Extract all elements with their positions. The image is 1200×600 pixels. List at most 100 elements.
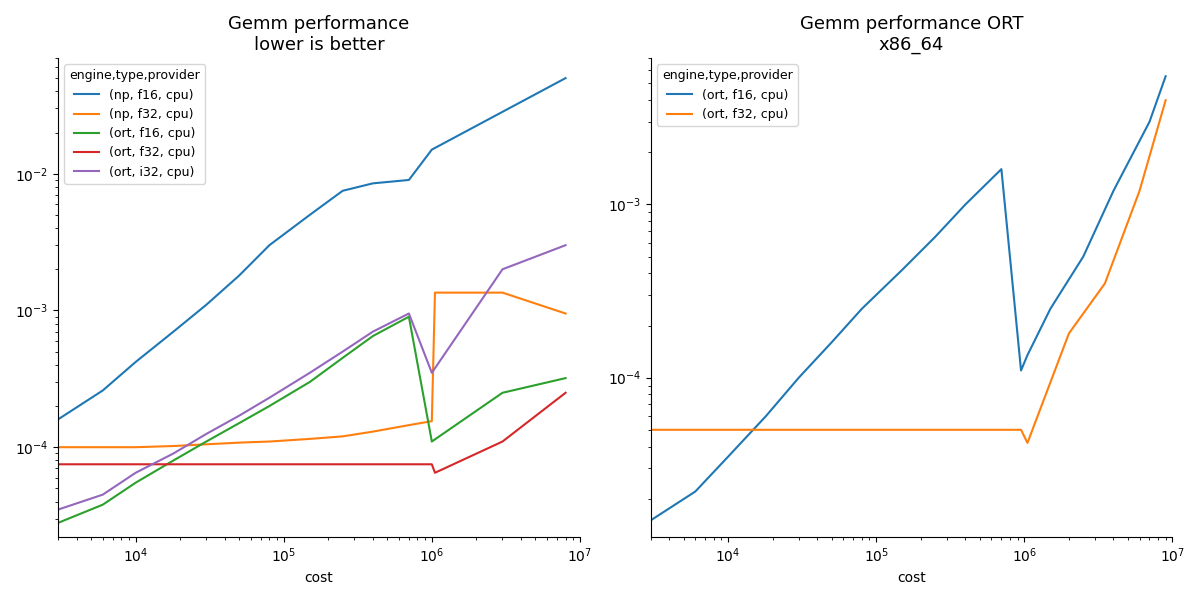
(np, f32, cpu) <box>496 289 510 296</box>
(ort, f32, cpu) <box>643 426 658 433</box>
(np, f32, cpu) <box>366 428 380 435</box>
(ort, f32, cpu) <box>96 461 110 468</box>
Line: (np, f16, cpu): (np, f16, cpu) <box>59 78 565 419</box>
(ort, f32, cpu) <box>1098 280 1112 287</box>
(ort, f32, cpu) <box>262 461 276 468</box>
(ort, f16, cpu) <box>854 305 869 313</box>
(ort, f16, cpu) <box>994 166 1008 173</box>
(ort, f32, cpu) <box>854 426 869 433</box>
(ort, f32, cpu) <box>232 461 246 468</box>
(ort, f32, cpu) <box>167 461 181 468</box>
(ort, f32, cpu) <box>928 426 942 433</box>
(ort, f16, cpu) <box>758 412 773 419</box>
Title: Gemm performance ORT
x86_64: Gemm performance ORT x86_64 <box>800 15 1024 54</box>
(ort, f16, cpu) <box>792 374 806 381</box>
(ort, i32, cpu) <box>128 469 143 476</box>
(np, f16, cpu) <box>232 272 246 279</box>
(ort, f16, cpu) <box>895 266 910 274</box>
(np, f16, cpu) <box>96 387 110 394</box>
(ort, f16, cpu) <box>958 201 972 208</box>
(ort, f32, cpu) <box>958 426 972 433</box>
(np, f32, cpu) <box>336 433 350 440</box>
(ort, f32, cpu) <box>758 426 773 433</box>
(ort, f32, cpu) <box>302 461 317 468</box>
Legend: (np, f16, cpu), (np, f32, cpu), (ort, f16, cpu), (ort, f32, cpu), (ort, i32, cpu: (np, f16, cpu), (np, f32, cpu), (ort, f1… <box>65 64 205 184</box>
(ort, f16, cpu) <box>1020 352 1034 359</box>
(ort, f16, cpu) <box>496 389 510 397</box>
(np, f16, cpu) <box>336 187 350 194</box>
(np, f16, cpu) <box>558 74 572 82</box>
(ort, f16, cpu) <box>643 517 658 524</box>
(ort, f16, cpu) <box>1158 73 1172 80</box>
(ort, i32, cpu) <box>96 491 110 498</box>
(ort, f16, cpu) <box>1043 305 1057 313</box>
(ort, f16, cpu) <box>1014 367 1028 374</box>
(ort, i32, cpu) <box>167 450 181 457</box>
Line: (ort, f32, cpu): (ort, f32, cpu) <box>59 393 565 473</box>
(ort, f16, cpu) <box>1106 187 1121 194</box>
(ort, f32, cpu) <box>366 461 380 468</box>
(ort, f32, cpu) <box>792 426 806 433</box>
(np, f16, cpu) <box>128 358 143 365</box>
(ort, f16, cpu) <box>425 438 439 445</box>
(ort, f32, cpu) <box>994 426 1008 433</box>
Line: (ort, f32, cpu): (ort, f32, cpu) <box>650 100 1165 443</box>
(ort, f32, cpu) <box>425 461 439 468</box>
(np, f32, cpu) <box>52 443 66 451</box>
(ort, f16, cpu) <box>721 453 736 460</box>
(ort, f16, cpu) <box>262 403 276 410</box>
(ort, i32, cpu) <box>52 506 66 513</box>
(np, f16, cpu) <box>262 242 276 249</box>
(ort, f32, cpu) <box>496 438 510 445</box>
(ort, f32, cpu) <box>895 426 910 433</box>
(ort, f16, cpu) <box>688 488 702 495</box>
(ort, f32, cpu) <box>402 461 416 468</box>
(ort, f32, cpu) <box>1158 97 1172 104</box>
(ort, i32, cpu) <box>402 310 416 317</box>
(np, f32, cpu) <box>262 438 276 445</box>
(ort, f32, cpu) <box>128 461 143 468</box>
(ort, f16, cpu) <box>1142 118 1157 125</box>
(np, f16, cpu) <box>52 416 66 423</box>
(ort, i32, cpu) <box>302 369 317 376</box>
(ort, i32, cpu) <box>199 430 214 437</box>
(ort, f32, cpu) <box>336 461 350 468</box>
Title: Gemm performance
lower is better: Gemm performance lower is better <box>228 15 409 54</box>
(np, f32, cpu) <box>425 418 439 425</box>
(ort, i32, cpu) <box>232 412 246 419</box>
Line: (ort, f16, cpu): (ort, f16, cpu) <box>650 76 1165 520</box>
(ort, f16, cpu) <box>128 479 143 487</box>
(ort, f16, cpu) <box>402 313 416 320</box>
(np, f32, cpu) <box>558 310 572 317</box>
(np, f16, cpu) <box>402 176 416 184</box>
(np, f16, cpu) <box>302 211 317 218</box>
Legend: (ort, f16, cpu), (ort, f32, cpu): (ort, f16, cpu), (ort, f32, cpu) <box>656 64 798 126</box>
(ort, f16, cpu) <box>199 438 214 445</box>
(np, f16, cpu) <box>425 146 439 153</box>
X-axis label: cost: cost <box>305 571 334 585</box>
(ort, f16, cpu) <box>336 354 350 361</box>
(ort, f32, cpu) <box>1020 439 1034 446</box>
Line: (np, f32, cpu): (np, f32, cpu) <box>59 293 565 447</box>
(ort, f32, cpu) <box>427 469 442 476</box>
(ort, f16, cpu) <box>824 339 839 346</box>
(ort, f32, cpu) <box>1062 330 1076 337</box>
(ort, f32, cpu) <box>1133 187 1147 194</box>
(ort, i32, cpu) <box>558 242 572 249</box>
(np, f32, cpu) <box>232 439 246 446</box>
(ort, f32, cpu) <box>824 426 839 433</box>
(np, f32, cpu) <box>402 422 416 429</box>
(ort, f16, cpu) <box>928 233 942 241</box>
(ort, f32, cpu) <box>721 426 736 433</box>
(ort, i32, cpu) <box>262 394 276 401</box>
(ort, i32, cpu) <box>336 348 350 355</box>
(np, f16, cpu) <box>199 301 214 308</box>
X-axis label: cost: cost <box>898 571 926 585</box>
(np, f32, cpu) <box>302 435 317 442</box>
(np, f32, cpu) <box>96 443 110 451</box>
(ort, f16, cpu) <box>302 379 317 386</box>
(ort, f16, cpu) <box>232 419 246 427</box>
(ort, f32, cpu) <box>199 461 214 468</box>
(ort, f16, cpu) <box>52 519 66 526</box>
(np, f16, cpu) <box>167 328 181 335</box>
